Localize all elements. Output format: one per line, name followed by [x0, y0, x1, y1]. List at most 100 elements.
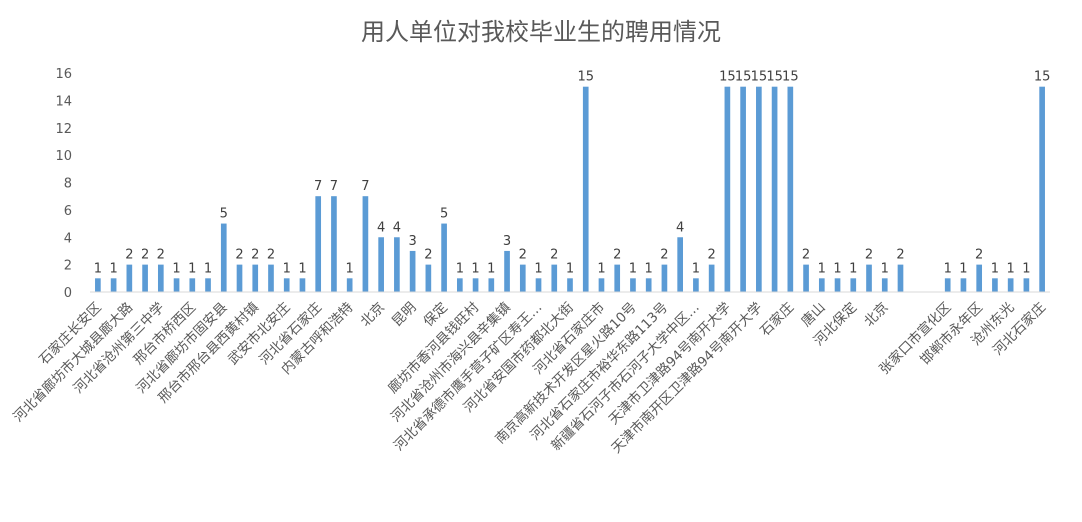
data-label: 1 — [692, 261, 700, 276]
data-label: 1 — [566, 261, 574, 276]
chart-title: 用人单位对我校毕业生的聘用情况 — [361, 18, 721, 46]
data-label: 1 — [298, 261, 306, 276]
bar — [488, 278, 495, 292]
y-tick-label: 10 — [55, 149, 72, 164]
data-label: 7 — [330, 179, 338, 194]
bar — [346, 278, 353, 292]
bar — [299, 278, 306, 292]
y-axis-ticks: 0 2 4 6 8 10 12 14 16 — [55, 67, 72, 301]
bar — [519, 264, 526, 292]
bar — [362, 196, 369, 292]
category-label: 北京 — [861, 300, 891, 330]
bar — [708, 264, 715, 292]
bar — [960, 278, 967, 292]
data-label: 2 — [519, 248, 527, 263]
y-tick-label: 14 — [55, 94, 72, 109]
y-tick-label: 2 — [64, 259, 72, 274]
data-label: 4 — [676, 220, 684, 235]
bar — [220, 223, 227, 292]
category-label: 北京 — [358, 300, 388, 330]
data-label: 3 — [503, 234, 511, 249]
data-label: 1 — [849, 261, 857, 276]
data-label: 7 — [314, 179, 322, 194]
bar — [881, 278, 888, 292]
bar — [818, 278, 825, 292]
bar — [614, 264, 621, 292]
data-label: 2 — [975, 248, 983, 263]
bar — [425, 264, 432, 292]
data-label: 1 — [597, 261, 605, 276]
bar — [551, 264, 558, 292]
category-label: 石家庄 — [756, 299, 797, 340]
y-tick-label: 0 — [64, 286, 72, 301]
data-label: 2 — [802, 248, 810, 263]
data-label: 1 — [487, 261, 495, 276]
data-label: 1 — [534, 261, 542, 276]
data-label: 2 — [707, 248, 715, 263]
data-label: 1 — [204, 261, 212, 276]
bar — [331, 196, 337, 292]
bar — [472, 278, 479, 292]
data-label: 1 — [1007, 261, 1015, 276]
data-label: 2 — [660, 248, 668, 263]
data-label: 1 — [1022, 261, 1030, 276]
bar — [992, 278, 998, 292]
bar — [394, 237, 400, 292]
data-label: 1 — [94, 261, 102, 276]
data-label: 2 — [157, 248, 165, 263]
data-label: 2 — [251, 248, 259, 263]
data-label: 2 — [550, 248, 558, 263]
bar — [268, 264, 274, 292]
data-label: 1 — [833, 261, 841, 276]
bar — [677, 237, 683, 292]
bar — [598, 278, 605, 292]
bar — [567, 278, 573, 292]
bar — [834, 278, 841, 292]
bar — [1007, 278, 1014, 292]
bar — [315, 196, 322, 292]
data-label: 3 — [408, 234, 416, 249]
data-label: 1 — [944, 261, 952, 276]
data-label: 2 — [865, 248, 873, 263]
bar — [535, 278, 542, 292]
data-label: 5 — [220, 207, 228, 222]
data-label: 2 — [141, 248, 149, 263]
data-label: 7 — [361, 179, 369, 194]
data-label: 1 — [456, 261, 464, 276]
data-label: 15 — [577, 70, 594, 85]
y-tick-label: 6 — [64, 204, 72, 219]
bar — [944, 278, 951, 292]
bar — [693, 278, 699, 292]
bar — [740, 86, 746, 292]
category-labels: 石家庄长安区河北省廊坊市大城县廊大路河北省沧州第三中学邢台市桥西区河北省廊坊市固… — [10, 298, 1049, 456]
bar — [283, 278, 290, 292]
bar — [803, 264, 809, 292]
bar — [205, 278, 211, 292]
bar — [787, 86, 794, 292]
bar — [756, 86, 762, 292]
bar — [441, 223, 447, 292]
data-label: 4 — [393, 220, 401, 235]
bar — [724, 86, 731, 292]
y-tick-label: 8 — [64, 177, 72, 192]
bar — [142, 264, 148, 292]
bar — [409, 250, 416, 292]
bar — [645, 278, 652, 292]
bar — [976, 264, 983, 292]
data-label: 2 — [267, 248, 275, 263]
bar — [189, 278, 196, 292]
data-label: 4 — [377, 220, 385, 235]
data-label: 2 — [235, 248, 243, 263]
bar — [850, 278, 857, 292]
bar — [110, 278, 117, 292]
bar — [630, 278, 636, 292]
bar — [504, 250, 510, 292]
data-label: 15 — [719, 70, 736, 85]
bar — [157, 264, 164, 292]
category-label: 河北省廊坊市大城县廊大路 — [10, 298, 137, 425]
data-label: 1 — [991, 261, 999, 276]
data-label: 2 — [613, 248, 621, 263]
bar — [457, 278, 463, 292]
data-label: 2 — [125, 248, 133, 263]
